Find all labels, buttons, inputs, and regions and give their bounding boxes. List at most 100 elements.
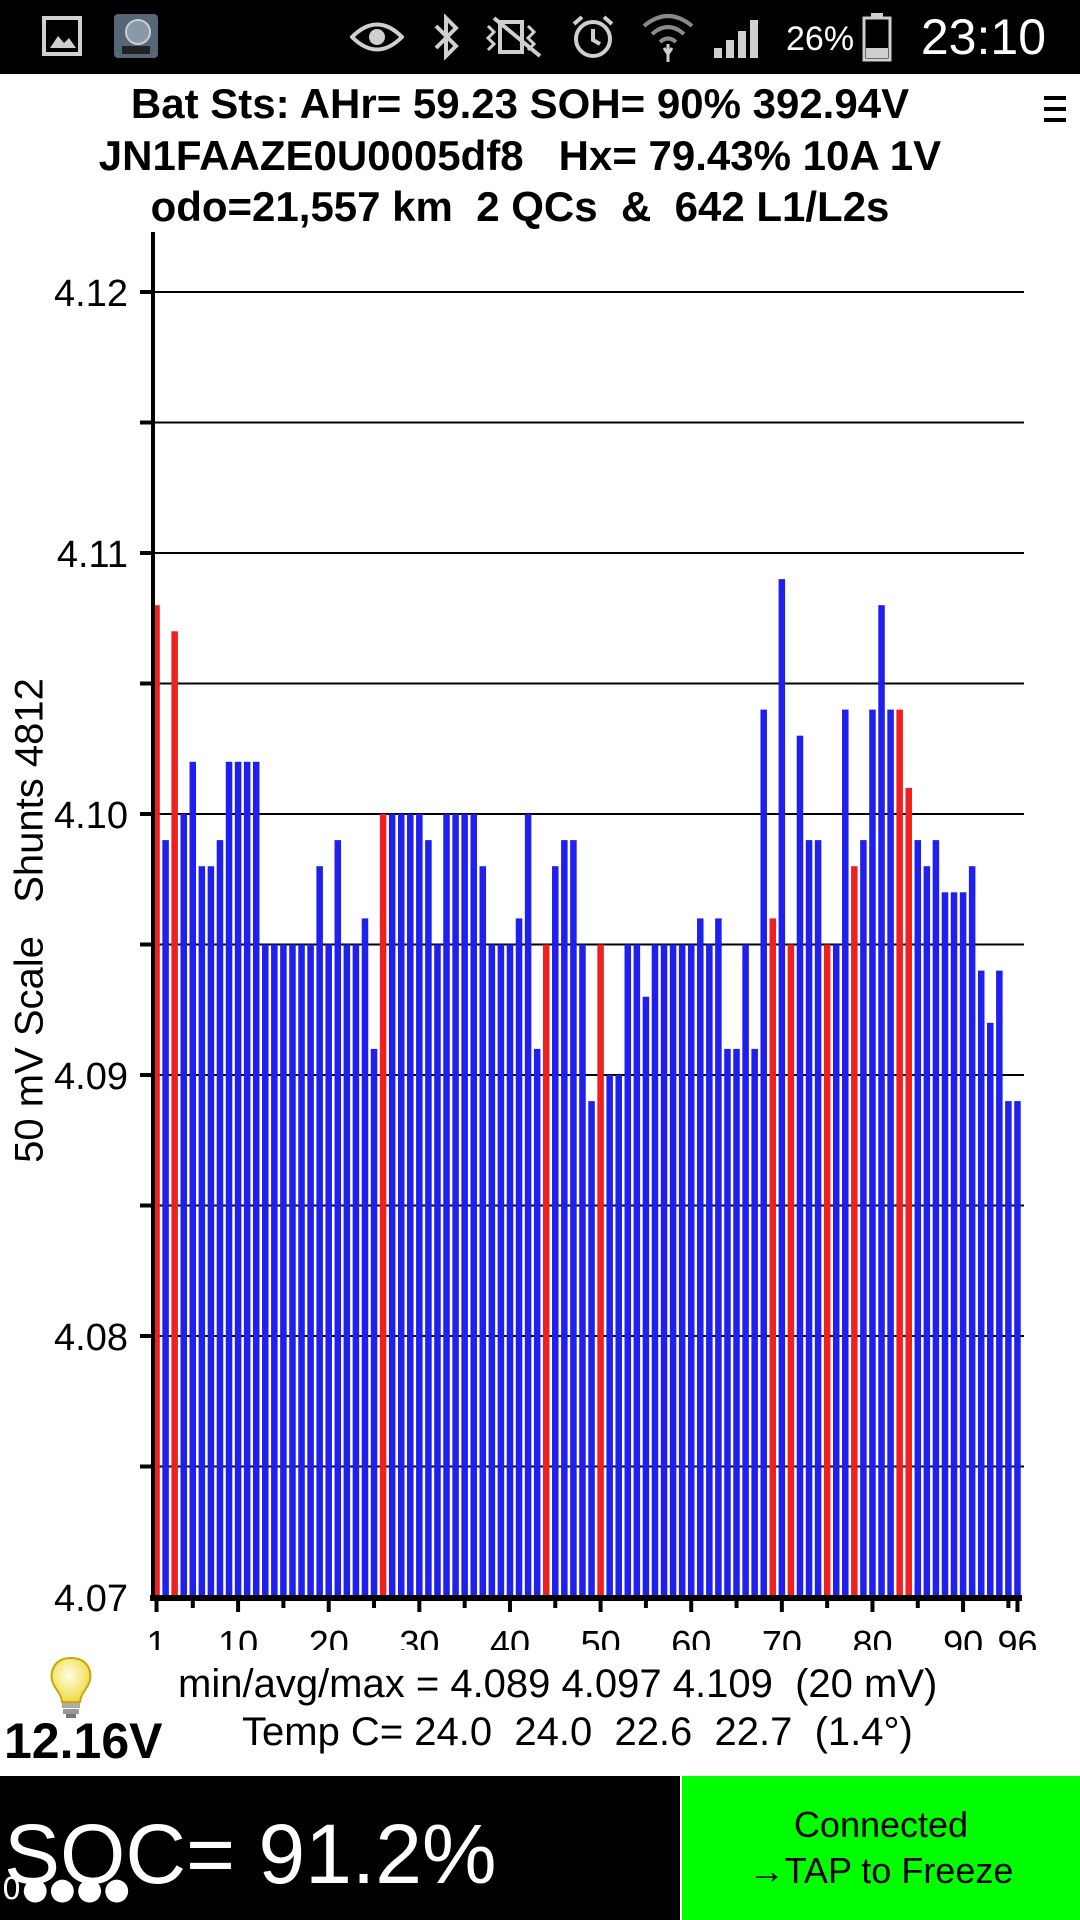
cell-bar <box>234 761 242 1597</box>
cell-bar <box>552 866 559 1597</box>
cell-bar <box>343 944 351 1597</box>
cell-bar <box>307 944 314 1597</box>
tap-to-freeze-label: →TAP to Freeze <box>748 1850 1014 1891</box>
cell-bar <box>941 892 949 1597</box>
cell-bar <box>262 944 269 1597</box>
cell-bar <box>352 944 360 1597</box>
cell-bar <box>977 970 985 1597</box>
soc-panel <box>0 1776 680 1920</box>
x-tick-label: 1 <box>147 1623 167 1650</box>
cell-bar <box>669 944 677 1597</box>
cell-bar <box>606 1075 613 1597</box>
cell-bar <box>298 944 305 1597</box>
cell-bar <box>162 840 169 1597</box>
cell-bar <box>416 814 423 1597</box>
wifi-icon <box>642 14 694 62</box>
vin-health-line: JN1FAAZE0U0005df8 Hx= 79.43% 10A 1V <box>98 132 942 179</box>
x-tick-label: 30 <box>399 1623 439 1650</box>
gallery-icon <box>42 16 82 56</box>
cell-bar <box>515 918 523 1597</box>
x-tick-label: 70 <box>762 1623 802 1650</box>
eye-icon <box>350 22 404 52</box>
cell-bar <box>651 944 659 1597</box>
cell-bar <box>434 944 441 1597</box>
odometer-line: odo=21,557 km 2 QCs & 642 L1/L2s <box>150 183 890 230</box>
cell-bar <box>687 944 695 1597</box>
cell-bar <box>316 866 323 1597</box>
cell-bar <box>987 1022 994 1597</box>
cell-bar <box>1005 1101 1012 1597</box>
cell-bar <box>887 709 894 1597</box>
cell-bar <box>252 761 260 1597</box>
clock: 23:10 <box>920 9 1046 65</box>
alarm-icon <box>572 15 614 58</box>
cell-bar <box>597 944 604 1597</box>
cell-bar <box>461 814 468 1597</box>
chart-y-tick-labels: 4.12 4.11 4.10 4.09 4.08 4.07 <box>54 273 128 1620</box>
cell-bar <box>832 944 840 1597</box>
cell-bar <box>851 866 858 1597</box>
cell-bar <box>905 787 912 1597</box>
cell-bar <box>615 1075 622 1597</box>
cell-bar <box>968 866 976 1597</box>
battery-status-line: Bat Sts: AHr= 59.23 SOH= 90% 392.94V <box>130 80 910 127</box>
y-tick-label: 4.08 <box>54 1317 128 1359</box>
cell-bar <box>588 1101 595 1597</box>
temperature-stats: Temp C= 24.0 24.0 22.6 22.7 (1.4°) <box>242 1710 913 1754</box>
cell-bar <box>823 944 831 1597</box>
cell-bar <box>814 840 822 1597</box>
x-tick-label: 10 <box>218 1623 258 1650</box>
cell-bar <box>860 840 867 1597</box>
chart-axes <box>140 232 1022 1612</box>
cell-bar <box>678 944 686 1597</box>
y-tick-label: 4.09 <box>54 1056 128 1098</box>
menu-icon[interactable] <box>1042 92 1070 126</box>
cell-bar <box>660 944 668 1597</box>
chart-x-tick-labels: 1 10 20 30 40 50 60 70 80 90 96 <box>147 1623 1038 1650</box>
cell-bar <box>425 840 432 1597</box>
chart-bars <box>153 579 1021 1597</box>
cell-bar <box>760 709 767 1597</box>
cell-bar <box>796 735 804 1597</box>
x-tick-label: 60 <box>671 1623 711 1650</box>
cell-bar <box>633 944 641 1597</box>
cell-bar <box>243 761 251 1597</box>
cell-voltage-chart[interactable]: 4.12 4.11 4.10 4.09 4.08 4.07 1 10 20 30 40 50 60 70… <box>0 230 1080 1650</box>
cell-bar <box>153 605 160 1597</box>
cell-bar <box>923 866 931 1597</box>
cell-bar <box>561 840 568 1597</box>
cell-bar <box>225 761 233 1597</box>
cell-bar <box>443 814 450 1597</box>
y-tick-label: 4.10 <box>54 795 128 837</box>
y-axis-title: 50 mV Scale Shunts 4812 <box>7 678 52 1163</box>
cell-bar <box>388 814 396 1597</box>
cell-bar <box>470 814 477 1597</box>
cell-bar <box>542 944 550 1597</box>
cell-bar <box>397 814 405 1597</box>
soc-value: SOC= 91.2% <box>4 1807 497 1901</box>
cell-bar <box>524 814 532 1597</box>
cell-bar <box>370 1048 378 1597</box>
cell-bar <box>697 918 704 1597</box>
cell-bar <box>171 631 178 1597</box>
cell-bar <box>778 579 786 1597</box>
y-tick-label: 4.07 <box>54 1578 128 1620</box>
y-tick-label: 4.12 <box>54 273 128 315</box>
cell-bar <box>280 944 287 1597</box>
cell-bar <box>407 814 414 1597</box>
cell-bar <box>706 944 713 1597</box>
cell-bar <box>769 918 777 1597</box>
cell-bar <box>325 944 332 1597</box>
cell-bar <box>207 866 215 1597</box>
cell-bar <box>742 944 749 1597</box>
connect-freeze-button[interactable]: Connected →TAP to Freeze <box>682 1776 1080 1920</box>
x-tick-label: 90 <box>943 1623 983 1650</box>
cell-bar <box>733 1048 740 1597</box>
cell-bar <box>914 840 922 1597</box>
aux-battery-voltage: 12.16V <box>4 1713 163 1769</box>
cell-bar <box>488 944 496 1597</box>
cell-bar <box>642 996 650 1597</box>
cell-bar <box>289 944 296 1597</box>
cell-bar <box>198 866 206 1597</box>
cell-bar <box>842 709 849 1597</box>
